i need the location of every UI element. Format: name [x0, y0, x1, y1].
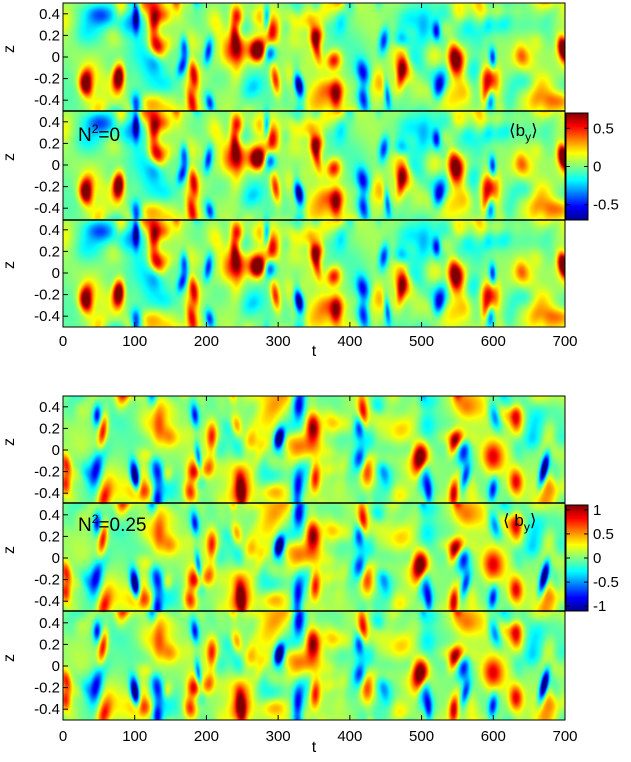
- x-tick-label: 400: [337, 728, 362, 745]
- y-tick-label: -0.2: [34, 71, 60, 88]
- annotation-n2-top: N2=0: [78, 122, 120, 146]
- field-label-top: ⟨by⟩: [509, 121, 538, 144]
- y-tick-label: 0: [52, 442, 60, 459]
- y-tick-label: 0.2: [39, 243, 60, 260]
- y-tick-label: 0.4: [39, 615, 60, 632]
- x-tick-label: 200: [194, 333, 219, 350]
- x-tick-label: 600: [481, 728, 506, 745]
- y-tick-label: 0: [52, 157, 60, 174]
- colorbar-ticks-bottom: 1 0.5 0 -0.5 -1: [566, 502, 619, 615]
- x-tick-label: 100: [122, 728, 147, 745]
- field-label-top-open: ⟨: [509, 121, 516, 140]
- x-ticks-bottom: 0 100 200 300 400 500 600 700: [59, 396, 578, 745]
- y-tick-label: -0.4: [34, 701, 60, 718]
- y-tick-label: 0.2: [39, 135, 60, 152]
- y-tick-label: 0.4: [39, 222, 60, 239]
- y-axis-label: z: [1, 546, 18, 554]
- y-tick-label: 0: [52, 265, 60, 282]
- y-tick-label: 0: [52, 658, 60, 675]
- y-axis-label: z: [1, 438, 18, 446]
- annotation-n2-bottom: N2=0.25: [78, 512, 147, 536]
- y-tick-label: -0.4: [34, 92, 60, 109]
- x-ticks-top: 0 100 200 300 400 500 600 700: [59, 3, 578, 350]
- y-tick-label: 0: [52, 49, 60, 66]
- panel-top: 0 100 200 300 400 500 600 700 0.40.20-0.2-0.40.…: [1, 2, 619, 360]
- x-tick-label: 300: [266, 728, 291, 745]
- colorbar-tick-label: 0: [593, 159, 601, 176]
- y-tick-label: 0.2: [39, 528, 60, 545]
- field-label-top-base: b: [516, 121, 525, 140]
- y-tick-label: -0.2: [34, 572, 60, 589]
- y-tick-label: -0.4: [34, 308, 60, 325]
- x-tick-label: 600: [481, 333, 506, 350]
- x-tick-label: 500: [409, 333, 434, 350]
- y-ticks-top: 0.4 0.2 0 -0.2 -0.4 0.4 0.2 0 -0.2 -0.4 0.4 0.2 0 -0.…: [34, 6, 68, 325]
- x-tick-label: 300: [266, 333, 291, 350]
- y-axis-label: z: [1, 153, 18, 161]
- colorbar-tick-label: 1: [593, 502, 601, 519]
- heatmap-bottom: [63, 396, 565, 720]
- y-axis-labels-bottom: z z z: [1, 438, 18, 662]
- annotation-n2-top-rest: =0: [98, 125, 120, 146]
- x-tick-label: 700: [552, 728, 577, 745]
- y-tick-label: 0.4: [39, 507, 60, 524]
- y-axis-label: z: [1, 654, 18, 662]
- x-tick-label: 500: [409, 728, 434, 745]
- y-ticks-bottom: 0.4 0.2 0 -0.2 -0.4 0.4 0.2 0 -0.2 -0.4 0.4 0.2 0 -0.…: [34, 399, 68, 718]
- y-axis-labels-top: z z z: [1, 45, 18, 269]
- annotation-n2-bottom-rest: =0.25: [98, 515, 146, 536]
- y-tick-label: -0.4: [34, 485, 60, 502]
- field-label-bottom: ⟨ by⟩: [503, 511, 536, 534]
- y-tick-label: 0: [52, 550, 60, 567]
- y-tick-label: 0.2: [39, 420, 60, 437]
- panel-bottom: 0 100 200 300 400 500 600 700 0.40.20-0.2-0.40.…: [1, 395, 619, 756]
- colorbar-ticks-top: 0.5 0 -0.5: [566, 120, 619, 214]
- y-axis-label: z: [1, 45, 18, 53]
- annotation-n2-top-base: N: [78, 125, 92, 146]
- x-tick-label: 400: [337, 333, 362, 350]
- y-tick-label: 0.4: [39, 114, 60, 131]
- y-tick-label: 0.2: [39, 636, 60, 653]
- field-label-bottom-close: ⟩: [530, 511, 537, 530]
- field-label-top-sub: y: [525, 130, 531, 144]
- colorbar-tick-label: 0: [593, 550, 601, 567]
- x-tick-label: 0: [59, 728, 67, 745]
- annotation-n2-top-sup: 2: [92, 122, 99, 136]
- x-axis-label-top: t: [312, 343, 317, 360]
- field-label-bottom-open: ⟨: [503, 511, 514, 530]
- y-tick-label: -0.2: [34, 680, 60, 697]
- y-tick-label: 0.2: [39, 27, 60, 44]
- x-tick-label: 0: [59, 333, 67, 350]
- colorbar-tick-label: -0.5: [593, 574, 619, 591]
- annotation-n2-bottom-sup: 2: [92, 512, 99, 526]
- x-axis-label-bottom: t: [312, 739, 317, 756]
- colorbar-tick-label: -1: [593, 598, 606, 615]
- colorbar-tick-label: -0.5: [593, 197, 619, 214]
- colorbar-tick-label: 0.5: [593, 120, 614, 137]
- heatmap-top: [63, 3, 565, 327]
- y-tick-label: 0.4: [39, 6, 60, 23]
- x-tick-label: 200: [194, 728, 219, 745]
- x-tick-label: 700: [552, 333, 577, 350]
- y-tick-label: -0.2: [34, 464, 60, 481]
- y-tick-label: -0.4: [34, 593, 60, 610]
- field-label-top-close: ⟩: [531, 121, 538, 140]
- y-tick-label: 0.4: [39, 399, 60, 416]
- y-tick-label: -0.2: [34, 179, 60, 196]
- y-tick-label: -0.2: [34, 287, 60, 304]
- field-label-bottom-base: b: [514, 511, 523, 530]
- field-label-bottom-sub: y: [524, 520, 530, 534]
- annotation-n2-bottom-base: N: [78, 515, 92, 536]
- x-tick-label: 100: [122, 333, 147, 350]
- y-axis-label: z: [1, 261, 18, 269]
- colorbar-tick-label: 0.5: [593, 526, 614, 543]
- y-tick-label: -0.4: [34, 200, 60, 217]
